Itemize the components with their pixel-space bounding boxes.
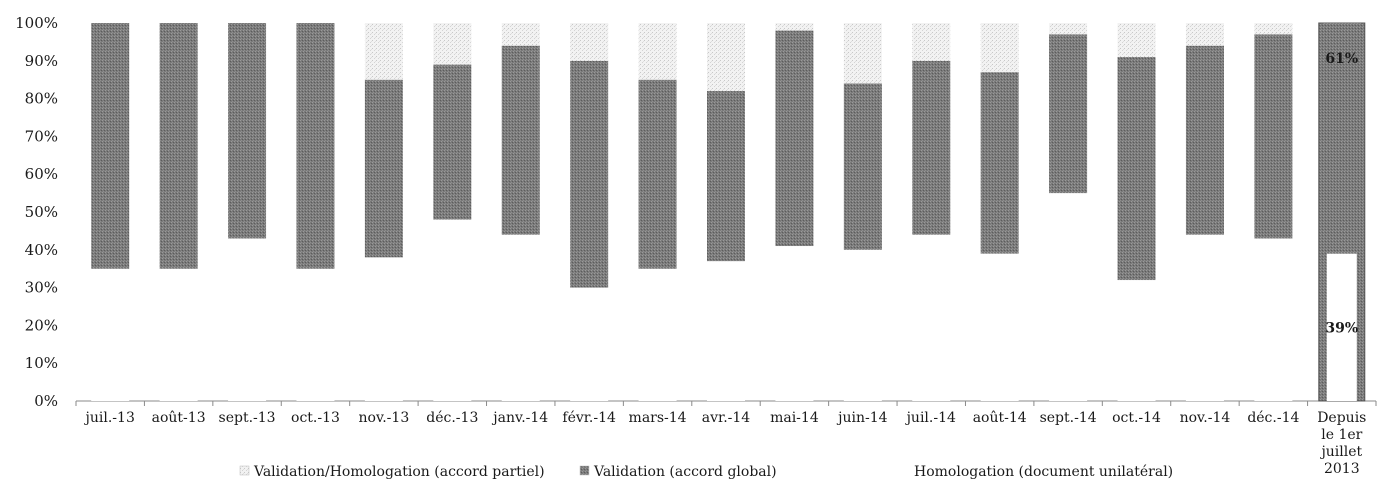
bar-avr-14-homologation-document-unilateral (707, 261, 745, 401)
legend-item-validation-homologation-accord-partiel: Validation/Homologation (accord partiel) (239, 464, 545, 480)
x-tick-label-aout-13: août-13 (152, 410, 206, 426)
bar-fevr-14-validation-accord-global (570, 60, 609, 288)
bar-juil-13-homologation-document-unilateral (91, 268, 130, 401)
y-tick-label-20: 20% (25, 316, 58, 334)
x-tick-label-sept-14: sept.-14 (1040, 410, 1097, 426)
bar-janv-14-validation-accord-global (501, 45, 540, 235)
bar-oct-14-validation-accord-global (1117, 57, 1156, 281)
legend-swatch (239, 465, 250, 476)
bar-depuis-le-1er-juillet-2013-homologation-document-unilateral (1326, 253, 1357, 401)
x-tick-label-mars-14: mars-14 (629, 410, 687, 426)
bar-juil-14-validation-homologation-accord-partiel (912, 23, 951, 61)
bar-dec-13-validation-accord-global (433, 64, 472, 220)
bar-avr-14-validation-accord-global (707, 91, 745, 262)
x-tick-label-mai-14: mai-14 (770, 410, 819, 426)
bar-avr-14-validation-homologation-accord-partiel (707, 23, 745, 92)
legend-item-validation-accord-global: Validation (accord global) (579, 464, 777, 480)
bar-juin-14-validation-accord-global (843, 83, 882, 250)
bar-dec-13-homologation-document-unilateral (433, 219, 472, 401)
bar-juil-14-homologation-document-unilateral (912, 234, 951, 401)
x-tick-label-depuis-le-1er-juillet-2013: Depuis le 1er juillet 2013 (1317, 410, 1366, 477)
x-tick-label-nov-13: nov.-13 (359, 410, 410, 426)
bar-janv-14-homologation-document-unilateral (501, 234, 540, 401)
bar-mai-14-homologation-document-unilateral (775, 246, 814, 401)
y-tick-label-100: 100% (15, 14, 58, 32)
x-tick-label-dec-13: déc.-13 (426, 410, 478, 426)
bar-dec-14-validation-accord-global (1254, 34, 1293, 239)
bar-mars-14-homologation-document-unilateral (638, 268, 677, 401)
bar-nov-13-homologation-document-unilateral (364, 257, 403, 401)
bar-janv-14-validation-homologation-accord-partiel (501, 23, 540, 46)
bar-sept-13-validation-accord-global (228, 23, 267, 239)
legend-swatch (579, 465, 590, 476)
bar-fevr-14-validation-homologation-accord-partiel (570, 23, 609, 61)
y-tick-label-40: 40% (25, 241, 58, 259)
bar-mai-14-validation-accord-global (775, 30, 814, 247)
legend-label: Validation (accord global) (593, 464, 777, 480)
bar-depuis-le-1er-juillet-2013-validation-accord-global (1322, 23, 1361, 254)
x-tick-label-fevr-14: févr.-14 (562, 410, 616, 426)
x-tick-label-avr-14: avr.-14 (702, 410, 750, 426)
bar-oct-14-validation-homologation-accord-partiel (1117, 23, 1156, 58)
x-tick-label-nov-14: nov.-14 (1180, 410, 1231, 426)
bar-sept-14-validation-accord-global (1049, 34, 1088, 194)
bar-oct-14-homologation-document-unilateral (1117, 280, 1156, 401)
bar-sept-14-validation-homologation-accord-partiel (1049, 23, 1088, 35)
bar-aout-13-validation-accord-global (159, 23, 198, 269)
bar-aout-14-validation-accord-global (980, 72, 1019, 254)
bar-juil-14-validation-accord-global (912, 60, 951, 235)
y-tick-label-30: 30% (25, 279, 58, 297)
x-tick-label-aout-14: août-14 (973, 410, 1027, 426)
y-tick-label-70: 70% (25, 127, 58, 145)
bar-nov-14-homologation-document-unilateral (1185, 234, 1224, 401)
y-tick-label-50: 50% (25, 203, 58, 221)
x-tick-label-dec-14: déc.-14 (1247, 410, 1299, 426)
bar-dec-14-homologation-document-unilateral (1254, 238, 1293, 401)
y-tick-label-80: 80% (25, 90, 58, 108)
data-label-61: 61% (1325, 51, 1358, 67)
bar-juil-13-validation-accord-global (91, 23, 130, 269)
legend-swatch (900, 466, 909, 475)
x-tick-label-juin-14: juin-14 (836, 410, 887, 426)
x-tick-label-juil-13: juil.-13 (84, 410, 135, 426)
bar-aout-14-homologation-document-unilateral (980, 253, 1019, 401)
bar-sept-14-homologation-document-unilateral (1049, 193, 1088, 401)
data-label-39: 39% (1325, 320, 1358, 336)
bar-mars-14-validation-homologation-accord-partiel (638, 23, 677, 80)
bar-juin-14-homologation-document-unilateral (843, 249, 882, 401)
legend-label: Homologation (document unilatéral) (914, 464, 1173, 480)
x-tick-label-janv-14: janv.-14 (491, 410, 548, 426)
bar-nov-14-validation-homologation-accord-partiel (1185, 23, 1224, 46)
bar-sept-13-homologation-document-unilateral (228, 238, 267, 401)
x-tick-label-juil-14: juil.-14 (905, 410, 956, 426)
bar-oct-13-validation-accord-global (296, 23, 335, 269)
y-tick-label-90: 90% (25, 52, 58, 70)
bar-dec-13-validation-homologation-accord-partiel (433, 23, 472, 65)
bar-mai-14-validation-homologation-accord-partiel (775, 23, 814, 31)
bar-nov-13-validation-accord-global (364, 79, 403, 258)
bar-fevr-14-homologation-document-unilateral (570, 287, 609, 401)
y-tick-label-10: 10% (25, 354, 58, 372)
y-tick-label-60: 60% (25, 165, 58, 183)
legend-item-homologation-document-unilateral: Homologation (document unilatéral) (900, 464, 1173, 480)
bar-aout-13-homologation-document-unilateral (159, 268, 198, 401)
bar-nov-13-validation-homologation-accord-partiel (364, 23, 403, 80)
bar-juin-14-validation-homologation-accord-partiel (843, 23, 882, 84)
x-tick-label-sept-13: sept.-13 (219, 410, 276, 426)
bar-oct-13-homologation-document-unilateral (296, 268, 335, 401)
bar-nov-14-validation-accord-global (1185, 45, 1224, 235)
x-tick-label-oct-13: oct.-13 (291, 410, 340, 426)
bar-dec-14-validation-homologation-accord-partiel (1254, 23, 1293, 35)
y-tick-label-0: 0% (34, 392, 58, 410)
legend-label: Validation/Homologation (accord partiel) (253, 464, 545, 480)
bar-mars-14-validation-accord-global (638, 79, 677, 269)
bar-aout-14-validation-homologation-accord-partiel (980, 23, 1019, 73)
x-tick-label-oct-14: oct.-14 (1112, 410, 1161, 426)
